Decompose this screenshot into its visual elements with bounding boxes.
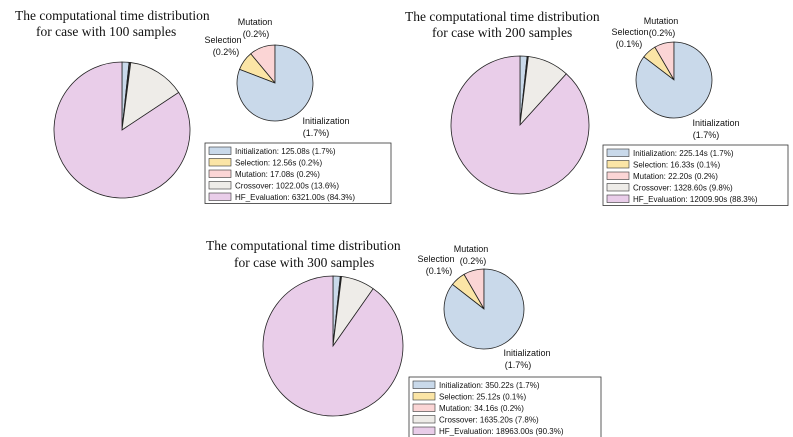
title-300-line2: for case with 300 samples bbox=[234, 255, 374, 270]
legend-swatch-selection bbox=[208, 158, 232, 167]
detail-label-mutation-pct-100: (0.2%) bbox=[243, 29, 270, 39]
detail-label-init-300: Initialization bbox=[503, 348, 550, 358]
legend-swatch-hf-evaluation bbox=[606, 194, 630, 203]
legend-swatch-crossover bbox=[208, 181, 232, 190]
legend-label-hf-evaluation: HF_Evaluation: 12009.90s (88.3%) bbox=[633, 195, 758, 204]
legend-swatch-mutation bbox=[606, 171, 630, 180]
detail-label-init-100: Initialization bbox=[302, 116, 349, 126]
legend-swatch-mutation bbox=[208, 169, 232, 178]
panel-200-samples: The computational time distribution for … bbox=[405, 9, 789, 206]
title-300-line1: The computational time distribution bbox=[206, 238, 401, 253]
main-slice-hf-evaluation bbox=[53, 61, 191, 199]
detail-label-init-200: Initialization bbox=[692, 118, 739, 128]
legend-box bbox=[204, 142, 392, 204]
legend-swatch-crossover bbox=[412, 415, 436, 424]
detail-label-mutation-pct-200: (0.2%) bbox=[649, 28, 676, 38]
legend-swatch-initialization bbox=[606, 148, 630, 157]
legend-label-crossover: Crossover: 1328.60s (9.8%) bbox=[633, 184, 733, 193]
detail-label-selection-200: Selection bbox=[611, 27, 648, 37]
legend-swatch-mutation bbox=[412, 403, 436, 412]
detail-label-selection-100: Selection bbox=[204, 35, 241, 45]
legend-label-mutation: Mutation: 17.08s (0.2%) bbox=[235, 170, 320, 179]
legend-label-selection: Selection: 25.12s (0.1%) bbox=[439, 393, 526, 402]
detail-pie-100 bbox=[236, 44, 314, 122]
legend-label-mutation: Mutation: 34.16s (0.2%) bbox=[439, 404, 524, 413]
title-100-line2: for case with 100 samples bbox=[36, 24, 176, 39]
main-slice-hf-evaluation bbox=[450, 55, 590, 195]
detail-label-mutation-200: Mutation bbox=[644, 16, 679, 26]
legend-label-hf-evaluation: HF_Evaluation: 6321.00s (84.3%) bbox=[235, 193, 355, 202]
legend-label-hf-evaluation: HF_Evaluation: 18963.00s (90.3%) bbox=[439, 427, 564, 436]
legend-swatch-selection bbox=[412, 392, 436, 401]
legend-swatch-hf-evaluation bbox=[412, 426, 436, 435]
detail-slice-initialization bbox=[236, 44, 314, 122]
legend-box bbox=[408, 376, 602, 437]
main-pie-300 bbox=[262, 275, 404, 417]
legend-label-initialization: Initialization: 125.08s (1.7%) bbox=[235, 147, 336, 156]
legend-300: Initialization: 350.22s (1.7%) Selection:… bbox=[408, 376, 602, 437]
detail-label-selection-pct-200: (0.1%) bbox=[616, 39, 643, 49]
legend-label-selection: Selection: 12.56s (0.2%) bbox=[235, 159, 322, 168]
detail-label-init-pct-300: (1.7%) bbox=[505, 360, 532, 370]
legend-swatch-hf-evaluation bbox=[208, 192, 232, 201]
legend-label-initialization: Initialization: 350.22s (1.7%) bbox=[439, 381, 540, 390]
detail-slice-initialization bbox=[635, 41, 713, 119]
detail-pie-200 bbox=[635, 41, 713, 119]
detail-label-selection-pct-100: (0.2%) bbox=[213, 47, 240, 57]
legend-swatch-initialization bbox=[208, 146, 232, 155]
legend-label-mutation: Mutation: 22.20s (0.2%) bbox=[633, 172, 718, 181]
detail-label-selection-300: Selection bbox=[417, 254, 454, 264]
legend-200: Initialization: 225.14s (1.7%) Selection:… bbox=[602, 144, 789, 206]
detail-slice-initialization bbox=[443, 268, 525, 350]
legend-label-selection: Selection: 16.33s (0.1%) bbox=[633, 161, 720, 170]
legend-swatch-initialization bbox=[412, 380, 436, 389]
main-slice-hf-evaluation bbox=[262, 275, 404, 417]
detail-label-mutation-300: Mutation bbox=[454, 244, 489, 254]
title-100-line1: The computational time distribution bbox=[15, 8, 210, 23]
main-slice-crossover bbox=[121, 62, 180, 131]
legend-100: Initialization: 125.08s (1.7%) Selection:… bbox=[204, 142, 392, 204]
title-200-line1: The computational time distribution bbox=[405, 9, 600, 24]
legend-label-initialization: Initialization: 225.14s (1.7%) bbox=[633, 149, 734, 158]
main-pie-100 bbox=[53, 61, 191, 199]
legend-box bbox=[602, 144, 789, 206]
detail-label-selection-pct-300: (0.1%) bbox=[426, 266, 453, 276]
detail-label-init-pct-100: (1.7%) bbox=[303, 128, 330, 138]
panel-100-samples: The computational time distribution for … bbox=[15, 8, 392, 204]
detail-pie-300 bbox=[443, 268, 525, 350]
legend-label-crossover: Crossover: 1635.20s (7.8%) bbox=[439, 416, 539, 425]
detail-label-init-pct-200: (1.7%) bbox=[693, 130, 720, 140]
main-pie-200 bbox=[450, 55, 590, 195]
legend-label-crossover: Crossover: 1022.00s (13.6%) bbox=[235, 182, 339, 191]
legend-swatch-selection bbox=[606, 160, 630, 169]
detail-label-mutation-100: Mutation bbox=[238, 17, 273, 27]
legend-swatch-crossover bbox=[606, 183, 630, 192]
detail-label-mutation-pct-300: (0.2%) bbox=[460, 256, 487, 266]
title-200-line2: for case with 200 samples bbox=[432, 25, 572, 40]
panel-300-samples: The computational time distribution for … bbox=[206, 238, 602, 437]
